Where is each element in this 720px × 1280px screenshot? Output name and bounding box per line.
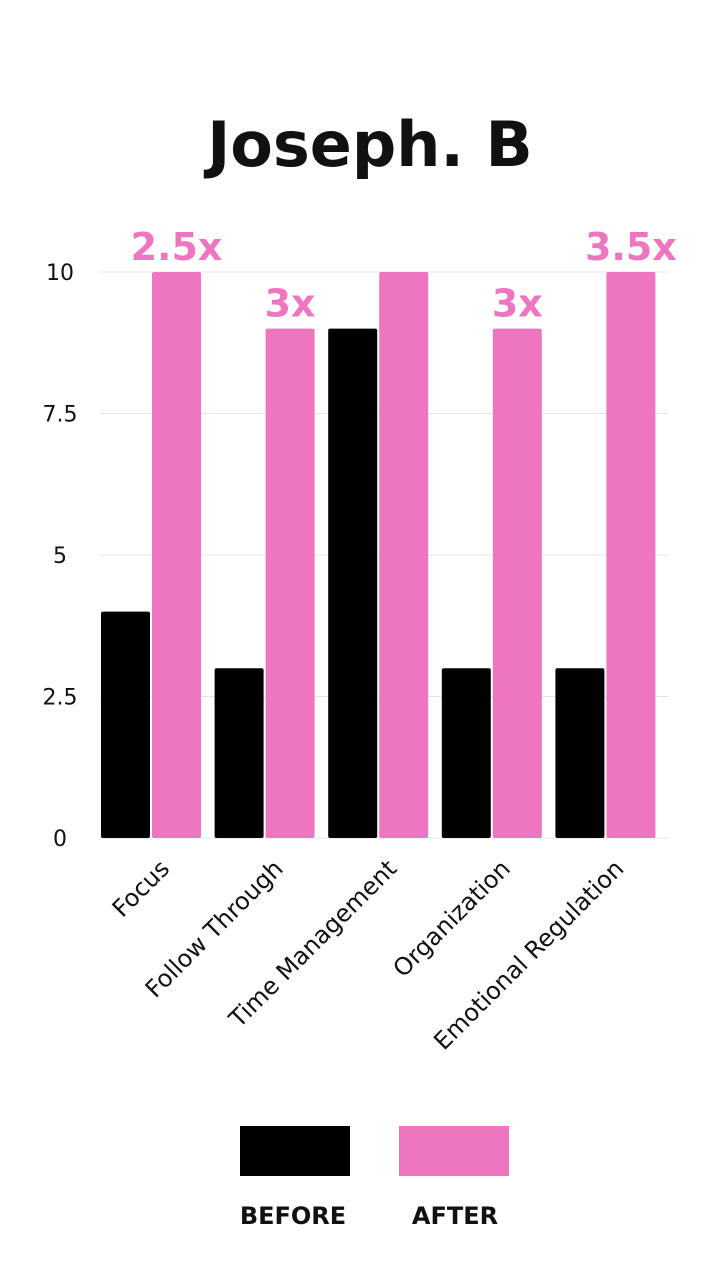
y-tick-label: 10 xyxy=(46,261,74,286)
bar-before xyxy=(555,668,605,838)
multiplier-label: 3.5x xyxy=(585,225,677,269)
bar-before xyxy=(441,668,491,838)
legend: BEFORE AFTER xyxy=(240,1126,509,1230)
category-label: Emotional Regulation xyxy=(428,854,629,1055)
bar-after xyxy=(606,272,656,838)
multiplier-label: 3x xyxy=(492,282,543,326)
legend-swatch-after xyxy=(399,1126,509,1176)
y-tick-label: 5 xyxy=(53,544,67,569)
legend-label-after: AFTER xyxy=(412,1202,498,1230)
multiplier-label: 2.5x xyxy=(131,225,223,269)
y-axis-ticks: 0 2.5 5 7.5 10 xyxy=(43,261,78,852)
y-tick-label: 7.5 xyxy=(43,403,78,428)
y-tick-label: 2.5 xyxy=(43,686,78,711)
bars xyxy=(101,272,656,838)
bar-before xyxy=(101,611,150,838)
category-label: Focus xyxy=(107,854,175,922)
bar-after xyxy=(152,272,201,838)
bar-before xyxy=(328,328,378,838)
bar-after xyxy=(492,328,542,838)
legend-swatch-before xyxy=(240,1126,350,1176)
bar-before xyxy=(214,668,264,838)
multiplier-label: 3x xyxy=(265,282,316,326)
bar-after xyxy=(379,272,429,838)
multiplier-annotations: 2.5x 3x 3x 3.5x xyxy=(131,225,677,326)
legend-label-before: BEFORE xyxy=(240,1202,346,1230)
y-tick-label: 0 xyxy=(53,827,67,852)
chart-title: Joseph. B xyxy=(203,108,533,181)
bar-after xyxy=(265,328,315,838)
category-label: Organization xyxy=(388,854,516,982)
